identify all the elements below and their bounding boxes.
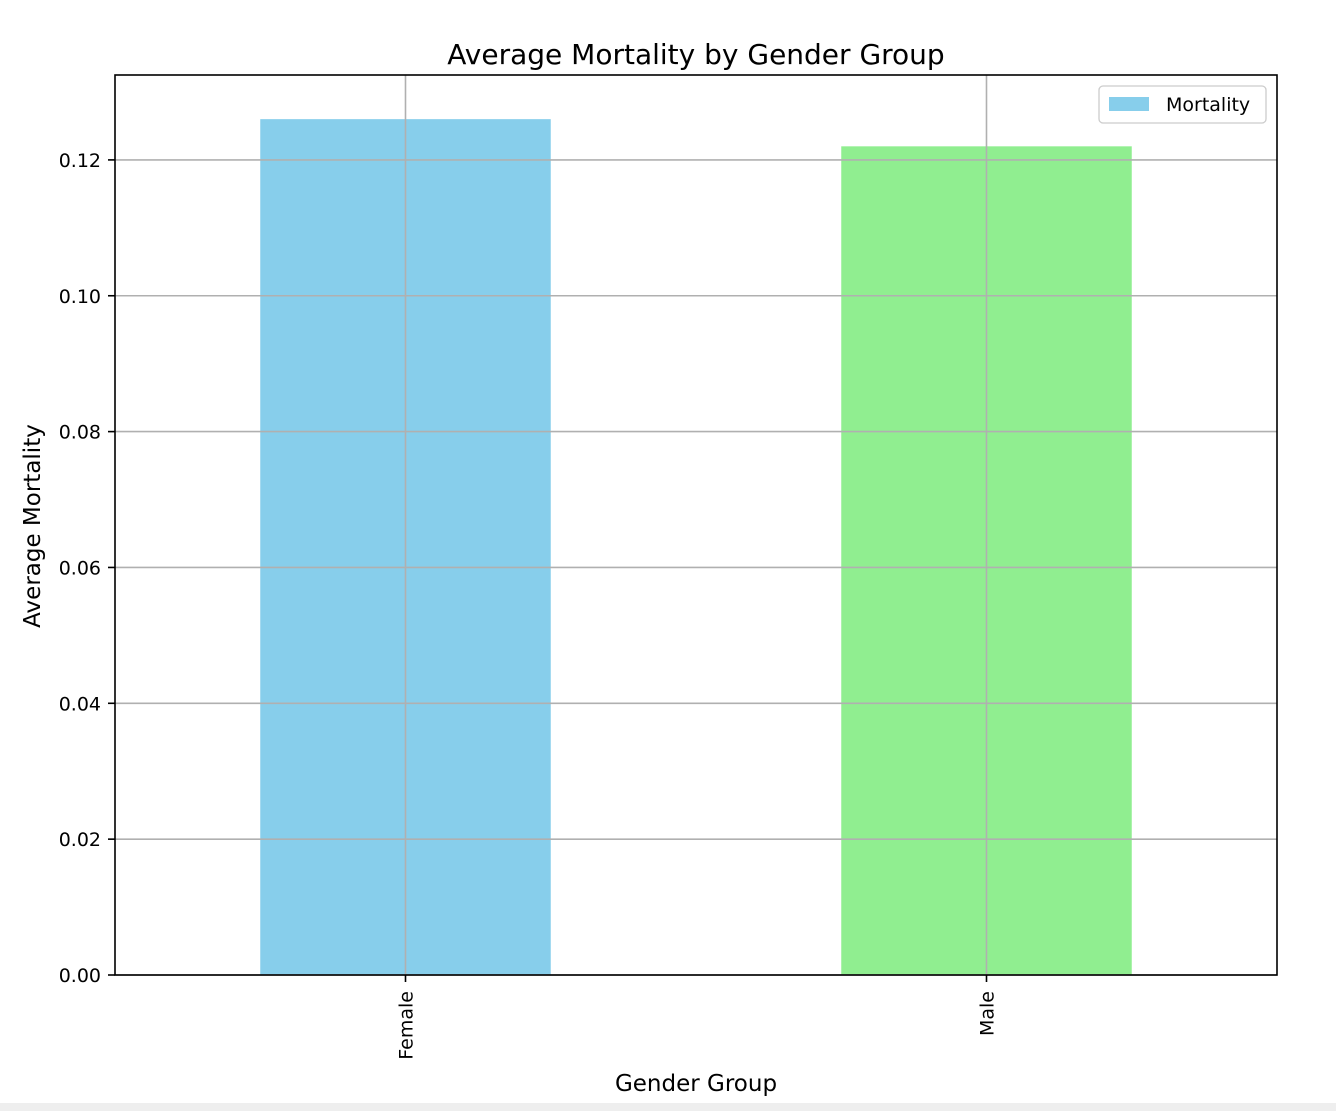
y-tick-label: 0.06 bbox=[59, 557, 101, 579]
legend: Mortality bbox=[1098, 85, 1267, 124]
y-tick-label: 0.04 bbox=[59, 693, 101, 715]
y-tick-label: 0.00 bbox=[59, 965, 101, 987]
y-tick-label: 0.12 bbox=[59, 150, 101, 172]
bottom-scrollbar-strip bbox=[0, 1103, 1336, 1111]
x-tick-label: Female bbox=[396, 991, 418, 1060]
y-tick-label: 0.10 bbox=[59, 286, 101, 308]
x-tick-label: Male bbox=[977, 991, 999, 1036]
x-axis-label: Gender Group bbox=[615, 1071, 777, 1097]
legend-box bbox=[1098, 85, 1267, 124]
legend-label: Mortality bbox=[1166, 94, 1250, 116]
y-axis-label: Average Mortality bbox=[20, 424, 46, 628]
chart-title: Average Mortality by Gender Group bbox=[447, 38, 944, 71]
y-tick-label: 0.02 bbox=[59, 829, 101, 851]
y-tick-label: 0.08 bbox=[59, 422, 101, 444]
legend-swatch bbox=[1109, 97, 1149, 111]
plot-frame bbox=[114, 74, 1278, 976]
